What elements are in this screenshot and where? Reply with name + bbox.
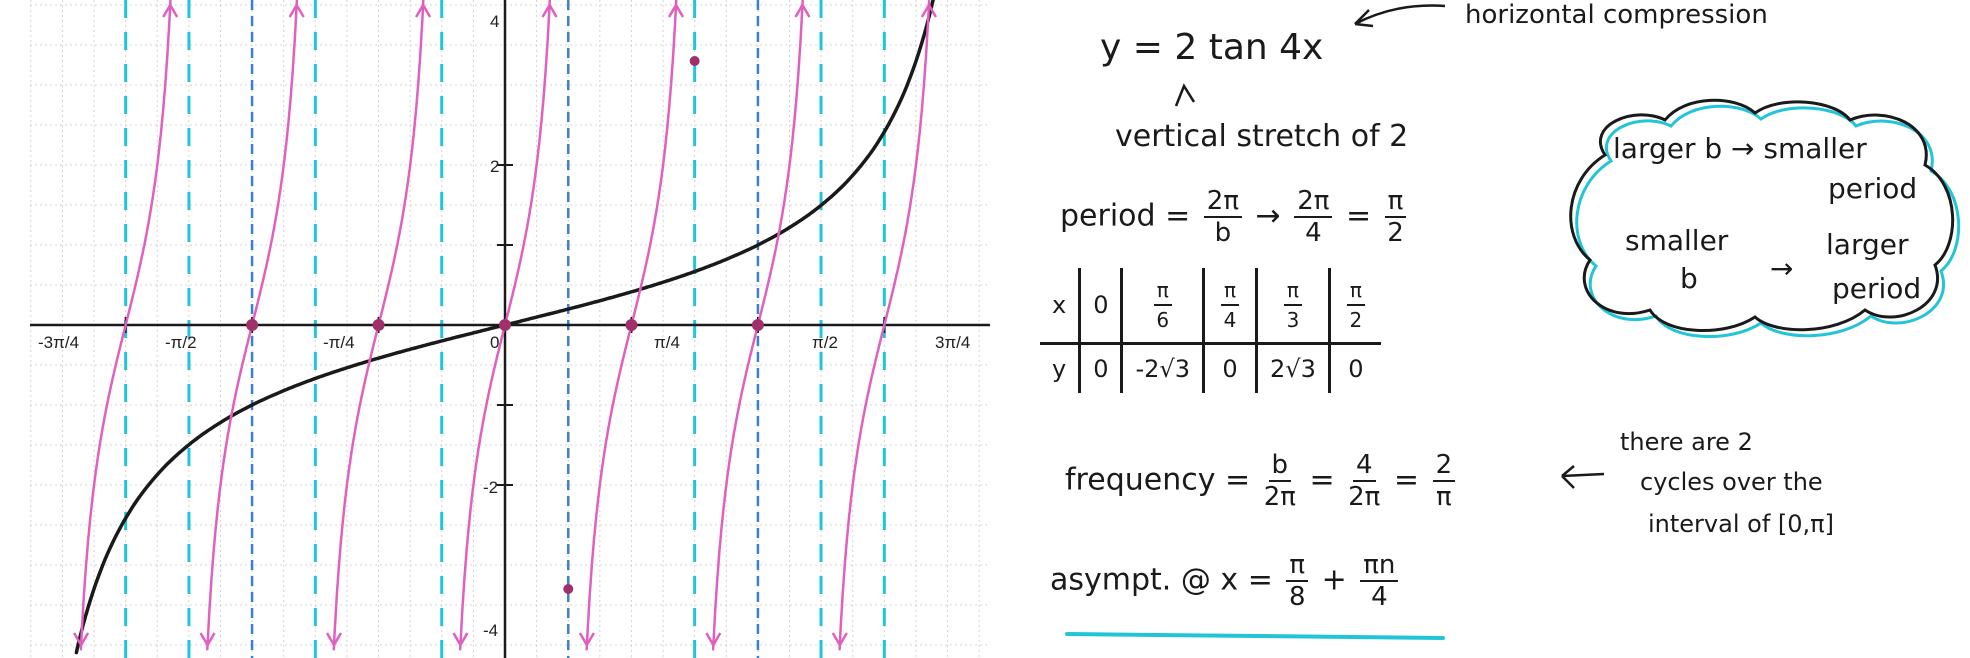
arrow: → [1255,198,1281,234]
fraction: 4 2π [1348,450,1381,512]
up-arrow-icon [1174,83,1196,107]
points [246,56,764,594]
fraction: πn 4 [1360,552,1399,610]
zero-point [625,319,638,331]
arrowhead [73,632,90,648]
table-cell: -2√3 [1120,343,1204,393]
cloud-line-3: smaller [1625,224,1729,257]
cloud-arrow: → [1770,252,1794,285]
zero-point [372,319,385,331]
arrowhead [831,632,848,648]
cloud-line-4: b [1680,262,1698,295]
arrowhead [920,2,937,18]
cycles-note-line-1: there are 2 [1620,428,1753,456]
vertical-stretch-note: vertical stretch of 2 [1115,119,1409,154]
plus: + [1321,562,1347,598]
cloud-line-5: larger [1826,228,1909,261]
x-tick-label: -π/4 [323,333,355,352]
arrowhead [541,2,558,18]
equals: = [1393,462,1420,498]
arrow-icon [1354,4,1446,28]
fraction: 2π b [1203,188,1242,246]
y-tick-label: 4 [490,12,499,31]
y-tick-label: 2 [490,157,499,176]
table-header-cell: x [1040,268,1080,345]
x-tick-label: -3π/4 [38,333,79,352]
frequency-label: frequency = [1065,462,1251,498]
arrowhead [667,2,685,18]
arrowhead [415,2,432,18]
cloud-line-1: larger b → smaller [1613,132,1867,165]
equals: = [1309,462,1335,498]
pink-curve [79,0,172,651]
arrowhead [452,632,469,648]
equals: = [1345,198,1372,234]
table-cell: 0 [1078,268,1122,345]
cycles-note-line-3: interval of [0,π] [1648,510,1834,538]
zero-point [751,319,764,331]
fraction: 2π 4 [1294,188,1333,246]
zero-point [246,319,259,331]
arrowhead [199,632,216,648]
pink-curve [838,0,931,651]
arrowhead [578,632,595,648]
arrowhead [325,632,343,648]
tangent-graph: -3π/4 -π/2 -π/4 0 π/4 π/2 3π/4 4 2 -2 -4 [30,0,990,658]
asymptote-label: asympt. @ x = [1050,562,1273,598]
cloud-line-2: period [1828,172,1918,205]
x-tick-label: 3π/4 [935,333,970,352]
x-tick-label: π/4 [654,333,680,352]
horizontal-compression-note: horizontal compression [1465,0,1768,30]
marked-point [689,56,700,66]
tick-labels: -3π/4 -π/2 -π/4 0 π/4 π/2 3π/4 4 2 -2 -4 [38,12,970,640]
x-tick-label: 0 [490,333,499,352]
left-arrow-icon [1561,465,1605,489]
arrowhead [794,2,811,18]
cycles-note-line-2: cycles over the [1640,468,1823,496]
arrowhead [288,2,305,18]
arrowhead [162,2,179,18]
zero-point [499,319,511,331]
x-tick-label: π/2 [812,333,838,352]
equation: y = 2 tan 4x [1100,27,1324,68]
underline [1064,632,1446,640]
fraction: b 2π [1263,450,1296,512]
cloud-line-6: period [1832,272,1922,305]
table-cell: 0 [1201,343,1257,393]
x-tick-label: -π/2 [165,333,197,352]
table-cell: 0 [1327,343,1381,393]
table-row: y 0 -2√3 0 2√3 0 [1040,343,1381,393]
thought-cloud [1569,98,1961,338]
y-tick-label: -4 [483,621,498,640]
table-cell: 2√3 [1255,343,1330,393]
table-header-cell: y [1052,355,1067,383]
y-tick-label: -2 [483,478,498,497]
period-label: period = [1060,198,1191,234]
marked-point [563,584,574,594]
arrowhead [705,632,722,648]
table-cell: 0 [1078,343,1122,393]
